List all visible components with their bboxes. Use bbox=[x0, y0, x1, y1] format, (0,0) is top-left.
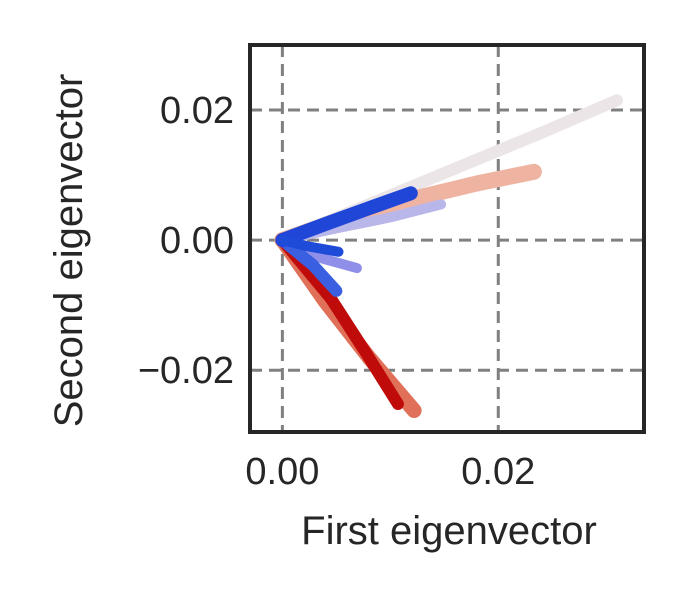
tick-labels: 0.00 0.02 −0.02 0.00 0.02 bbox=[138, 90, 535, 493]
y-tick-label-2: 0.02 bbox=[160, 90, 234, 132]
plot-frame bbox=[248, 43, 646, 434]
x-axis-label: First eigenvector bbox=[301, 509, 597, 553]
series-line-7 bbox=[275, 186, 418, 248]
series-line-8 bbox=[277, 235, 344, 257]
series-line-6 bbox=[276, 234, 343, 297]
x-tick-label-1: 0.02 bbox=[461, 451, 535, 493]
y-tick-label-1: 0.00 bbox=[160, 220, 234, 262]
x-tick-label-0: 0.00 bbox=[245, 451, 319, 493]
y-tick-label-0: −0.02 bbox=[138, 350, 234, 392]
series-lines bbox=[274, 94, 623, 418]
y-axis-label: Second eigenvector bbox=[47, 74, 91, 428]
series-line-5 bbox=[276, 234, 404, 410]
